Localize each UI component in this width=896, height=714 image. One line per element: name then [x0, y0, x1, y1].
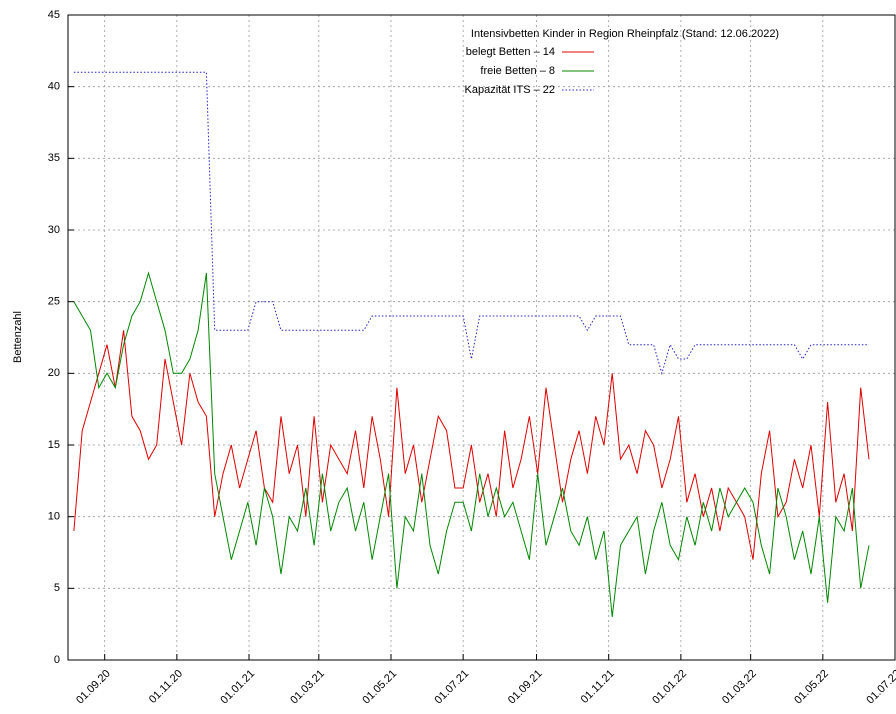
legend-label: Kapazität ITS – 22 — [465, 84, 556, 96]
y-axis-label: Bettenzahl — [12, 311, 24, 363]
y-tick-label: 35 — [48, 152, 60, 164]
series-line — [73, 271, 870, 618]
x-tick-label: 01.03.21 — [288, 668, 327, 707]
x-tick-label: 01.11.20 — [147, 668, 185, 706]
series-line — [73, 71, 869, 376]
x-tick-label: 01.07.22 — [864, 668, 896, 707]
y-tick-label: 20 — [48, 367, 60, 379]
x-tick-label: 01.09.20 — [74, 668, 113, 707]
legend-label: freie Betten – 8 — [480, 65, 555, 77]
x-tick-label: 01.01.21 — [218, 668, 257, 707]
x-tick-label: 01.07.21 — [433, 668, 472, 707]
legend-label: belegt Betten – 14 — [466, 46, 555, 58]
y-tick-label: 10 — [48, 511, 60, 523]
x-tick-label: 01.03.22 — [720, 668, 759, 707]
y-tick-label: 5 — [54, 582, 60, 594]
x-tick-label: 01.09.21 — [506, 668, 545, 707]
x-tick-label: 01.05.21 — [360, 668, 399, 707]
x-tick-label: 01.05.22 — [792, 668, 831, 707]
y-tick-label: 40 — [48, 81, 60, 93]
plot-frame — [67, 14, 896, 661]
y-tick-label: 0 — [54, 654, 60, 666]
y-tick-label: 30 — [48, 224, 60, 236]
y-tick-label: 25 — [48, 296, 60, 308]
y-tick-label: 15 — [48, 439, 60, 451]
y-tick-label: 45 — [48, 9, 60, 21]
x-tick-label: 01.01.22 — [650, 668, 689, 707]
x-tick-label: 01.11.21 — [579, 668, 617, 706]
chart-title: Intensivbetten Kinder in Region Rheinpfa… — [471, 28, 779, 40]
